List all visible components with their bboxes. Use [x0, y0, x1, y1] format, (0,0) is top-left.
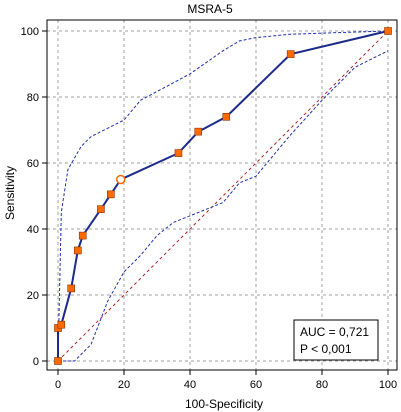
roc-optimal-point [115, 174, 126, 185]
roc-point [222, 113, 231, 121]
x-tick-label: 80 [316, 379, 328, 391]
roc-point [107, 190, 115, 199]
x-axis-label: 100-Specificity [185, 397, 263, 411]
roc-point [174, 149, 183, 157]
roc-point [194, 127, 203, 136]
roc-point [78, 231, 87, 240]
roc-curve-layer [54, 27, 392, 365]
y-tick-labels: 0 20 40 60 80 100 [21, 26, 39, 368]
auc-legend-box: AUC = 0,721 P < 0,001 [293, 319, 379, 361]
roc-curve-line [57, 30, 389, 361]
roc-point [57, 320, 66, 329]
ci-upper-band [57, 30, 389, 362]
y-axis-label: Sensitivity [3, 166, 17, 220]
roc-point [54, 357, 62, 365]
roc-point [97, 205, 105, 213]
roc-point [286, 50, 295, 58]
plot-frame [46, 19, 398, 371]
y-tick-label: 100 [21, 26, 39, 38]
confidence-interval-layer [57, 30, 389, 362]
y-tick-label: 80 [27, 92, 39, 104]
y-tick-label: 20 [27, 290, 39, 302]
x-tick-labels: 0 20 40 60 80 100 [55, 379, 397, 391]
chart-title: MSRA-5 [187, 2, 233, 16]
x-tick-label: 60 [250, 379, 262, 391]
x-tick-label: 100 [379, 379, 397, 391]
ci-lower-band [58, 50, 389, 362]
axes [42, 30, 389, 375]
x-tick-label: 20 [118, 379, 130, 391]
y-tick-label: 60 [27, 158, 39, 170]
y-tick-label: 0 [33, 356, 39, 368]
roc-point [67, 284, 75, 293]
p-value-text: P < 0,001 [300, 342, 352, 356]
x-tick-label: 0 [55, 379, 61, 391]
x-tick-label: 40 [184, 379, 196, 391]
grid-lines [47, 20, 397, 370]
y-tick-label: 40 [27, 224, 39, 236]
roc-point [74, 246, 82, 255]
roc-point [384, 27, 392, 35]
auc-value-text: AUC = 0,721 [300, 325, 369, 339]
